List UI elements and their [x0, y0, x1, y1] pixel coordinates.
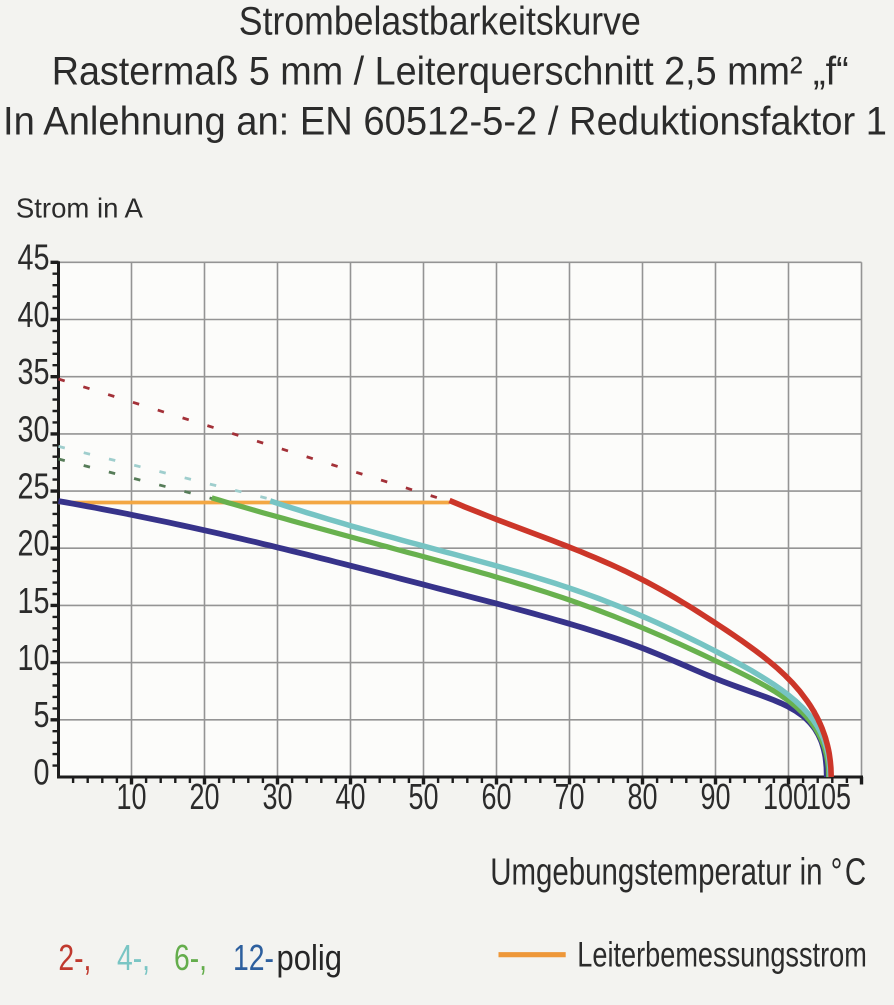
svg-text:2-,: 2-, — [58, 937, 91, 978]
svg-text:45: 45 — [18, 237, 50, 278]
svg-text:0: 0 — [34, 751, 50, 792]
svg-text:polig: polig — [277, 937, 343, 978]
svg-text:Leiterbemessungsstrom: Leiterbemessungsstrom — [577, 935, 867, 974]
svg-text:10: 10 — [18, 637, 50, 678]
svg-text:20: 20 — [18, 523, 50, 564]
svg-text:4-,: 4-, — [117, 937, 150, 978]
svg-text:30: 30 — [18, 408, 50, 449]
svg-text:In Anlehnung an: EN 60512-5-2: In Anlehnung an: EN 60512-5-2 / Reduktio… — [3, 100, 887, 144]
svg-text:60: 60 — [482, 776, 512, 817]
svg-text:Strom in A: Strom in A — [16, 193, 143, 224]
svg-text:105: 105 — [806, 776, 851, 817]
svg-text:Rastermaß 5 mm / Leiterquersch: Rastermaß 5 mm / Leiterquerschnitt 2,5 m… — [52, 50, 849, 94]
svg-text:15: 15 — [18, 580, 50, 621]
svg-text:40: 40 — [336, 776, 366, 817]
svg-text:70: 70 — [555, 776, 585, 817]
svg-text:6-,: 6-, — [174, 937, 207, 978]
svg-text:30: 30 — [263, 776, 293, 817]
svg-text:50: 50 — [409, 776, 439, 817]
svg-text:12-: 12- — [233, 937, 274, 978]
svg-text:100: 100 — [763, 776, 808, 817]
svg-text:5: 5 — [34, 694, 50, 735]
svg-text:10: 10 — [117, 776, 147, 817]
svg-text:Strombelastbarkeitskurve: Strombelastbarkeitskurve — [239, 0, 641, 44]
svg-text:20: 20 — [190, 776, 220, 817]
svg-text:25: 25 — [18, 465, 50, 506]
svg-text:Umgebungstemperatur in ° C: Umgebungstemperatur in ° C — [490, 851, 866, 893]
svg-text:35: 35 — [18, 351, 50, 392]
svg-text:80: 80 — [628, 776, 658, 817]
svg-text:40: 40 — [18, 294, 50, 335]
svg-text:90: 90 — [701, 776, 731, 817]
